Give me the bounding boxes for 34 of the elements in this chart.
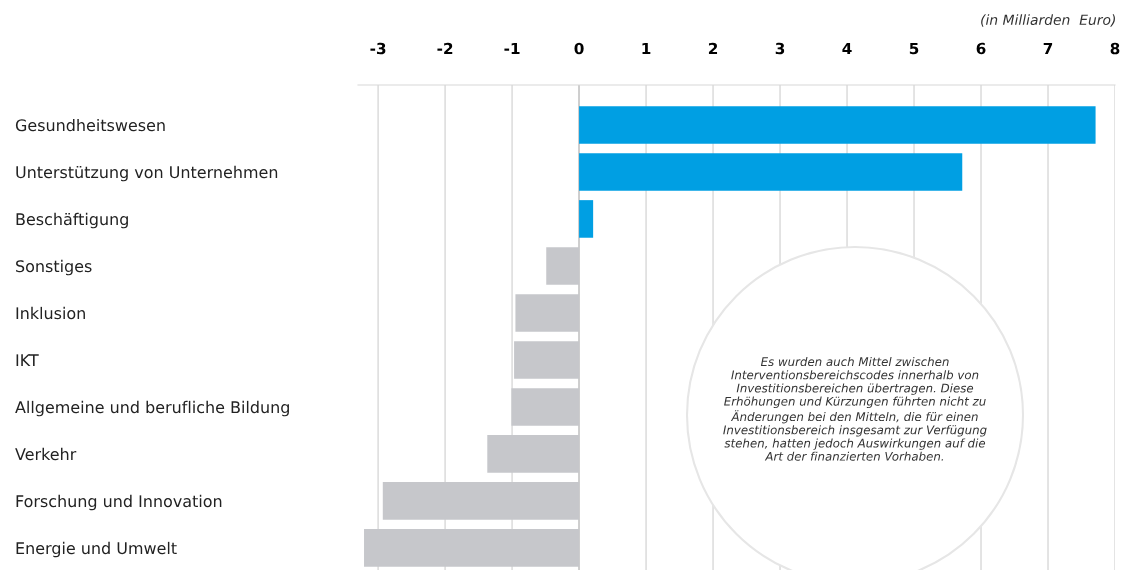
bar <box>579 106 1096 144</box>
bar <box>382 482 580 520</box>
y-tick-label: Sonstiges <box>16 259 92 276</box>
x-tick-label: -3 <box>370 42 386 55</box>
x-tick-label: -2 <box>437 42 453 55</box>
x-tick-label: 2 <box>708 42 718 55</box>
y-tick-label: Unterstützung von Unternehmen <box>16 165 278 182</box>
x-tick-label: 1 <box>642 42 651 55</box>
text: (in Milliarden Euro) <box>981 14 1115 27</box>
x-tick-label: 7 <box>1043 42 1053 55</box>
x-tick-label: 4 <box>842 42 852 55</box>
y-tick-label: Forschung und Innovation <box>16 494 222 511</box>
x-tick-label: 8 <box>1110 42 1120 55</box>
y-tick-label: Energie und Umwelt <box>16 541 177 558</box>
y-tick-label: Inklusion <box>16 306 85 320</box>
bar <box>511 388 580 426</box>
y-tick-label: Allgemeine und berufliche Bildung <box>15 400 289 417</box>
x-tick-label: -1 <box>504 42 520 55</box>
x-tick-label: 6 <box>976 42 986 55</box>
annotation: Es wurden auch Mittel zwischen Interventionsbereichscodes innerhalb von Investitionsbereichen übertragen. Diese Erhöhungen und Kürzungen führten nicht zu Änderungen bei den Mitteln, die für einen Investitionsbereich insgesamt zur Verfügung stehen, hatten jedoch Auswirkungen auf die Art der finanzierten Vorhaben. <box>723 356 987 461</box>
bar <box>514 341 580 379</box>
x-tick-label: 0 <box>574 42 584 55</box>
bar <box>487 435 580 473</box>
bar <box>546 247 580 285</box>
x-tick-label: 5 <box>909 42 919 55</box>
y-tick-label: Beschäftigung <box>16 212 128 229</box>
bar <box>515 294 580 332</box>
y-tick-label: Gesundheitswesen <box>15 118 165 132</box>
y-tick-label: Verkehr <box>15 447 77 461</box>
bar <box>579 153 963 191</box>
y-tick-label: IKT <box>16 354 39 366</box>
bar <box>579 200 594 238</box>
x-tick-label: 3 <box>775 42 785 55</box>
bar <box>364 529 580 567</box>
